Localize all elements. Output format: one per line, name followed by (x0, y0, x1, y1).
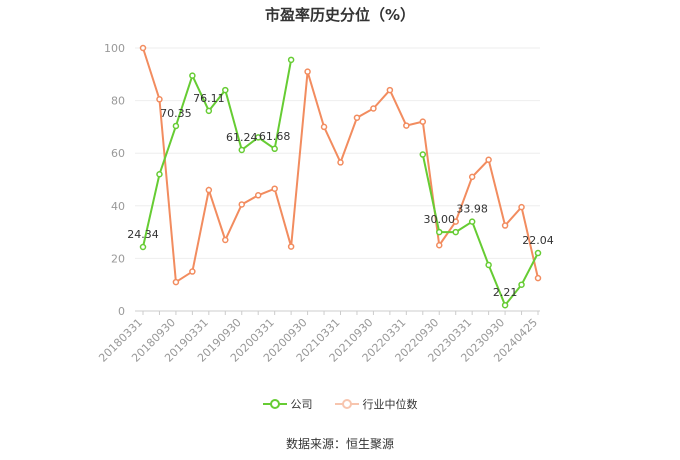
company-series-point (254, 134, 262, 141)
industry-series-point (189, 268, 196, 275)
company-data-label: 61.68 (259, 130, 291, 143)
industry-series-point (337, 159, 344, 166)
y-tick-label: 60 (111, 147, 125, 160)
industry-series-point (386, 86, 394, 94)
industry-series-point (419, 118, 427, 125)
industry-series-point (518, 203, 525, 211)
company-series-point (156, 170, 163, 178)
company-data-label: 70.35 (160, 107, 192, 120)
legend-industry-label: 行业中位数 (362, 398, 418, 411)
company-data-label: 76.11 (193, 92, 225, 105)
industry-series-point (172, 278, 180, 286)
company-series-point (518, 281, 525, 288)
company-series-point (271, 145, 278, 153)
company-series-point (468, 218, 476, 225)
company-data-label: 22.04 (522, 234, 554, 247)
company-series-point (189, 72, 196, 79)
industry-series-point (485, 156, 492, 164)
company-data-label: 33.98 (456, 203, 488, 216)
industry-series-point (353, 114, 361, 121)
y-tick-label: 80 (111, 95, 125, 108)
industry-series-point (205, 186, 213, 194)
legend-company-label: 公司 (290, 398, 313, 411)
company-series-point (172, 122, 180, 130)
legend-item-industry[interactable]: 行业中位数 (334, 396, 418, 412)
company-series-point (287, 56, 295, 64)
industry-series-point (501, 222, 509, 229)
company-data-label: 61.24 (226, 131, 258, 144)
industry-series-point (320, 123, 328, 131)
legend-industry-marker-icon (334, 399, 359, 409)
chart-title: 市盈率历史分位（%） (264, 6, 416, 24)
company-series-point (534, 249, 542, 257)
company-series-point (238, 146, 245, 154)
company-series-point (205, 107, 213, 115)
industry-series-point (222, 236, 229, 244)
company-series-point (501, 301, 509, 309)
company-series-line (142, 59, 293, 248)
industry-series-point (403, 122, 410, 129)
company-series-point (452, 228, 459, 236)
legend: 公司 行业中位数 (0, 396, 680, 412)
industry-series-point (156, 96, 163, 103)
legend-company-marker-icon (262, 399, 287, 409)
industry-series-point (370, 105, 377, 112)
industry-series-point (271, 185, 278, 192)
company-series-point (419, 151, 427, 158)
industry-series-point (468, 173, 476, 181)
industry-series-point (534, 274, 542, 282)
company-series-point (139, 243, 147, 251)
y-tick-label: 40 (111, 200, 125, 213)
company-data-label: 2.21 (493, 286, 518, 299)
industry-series-point (238, 201, 245, 208)
legend-item-company[interactable]: 公司 (262, 396, 313, 412)
y-tick-label: 20 (111, 252, 125, 265)
company-data-label: 24.34 (127, 228, 159, 241)
y-tick-label: 100 (104, 42, 125, 55)
company-series-point (485, 261, 492, 269)
company-series-point (436, 228, 443, 236)
industry-series-point (139, 44, 147, 52)
company-data-label: 30.00 (424, 213, 456, 226)
y-tick-label: 0 (118, 305, 125, 318)
industry-series-point (436, 242, 443, 249)
industry-series-point (287, 243, 295, 250)
industry-series-point (254, 192, 262, 199)
data-source: 数据来源：恒生聚源 (285, 437, 394, 451)
company-series-point (222, 86, 229, 94)
industry-series-point (304, 68, 311, 75)
industry-series-point (452, 218, 459, 225)
